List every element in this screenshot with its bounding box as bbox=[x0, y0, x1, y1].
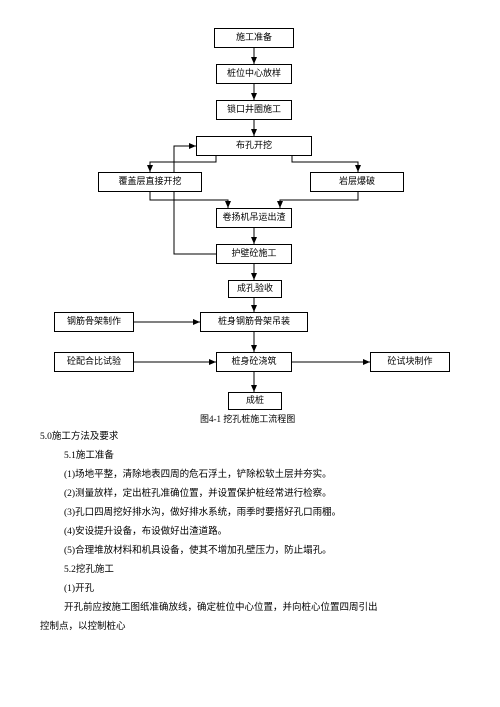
section-heading: 5.0施工方法及要求 bbox=[40, 428, 460, 447]
paragraph: 开孔前应按施工图纸准确放线，确定桩位中心位置，并向桩心位置四周引出 bbox=[64, 599, 460, 618]
paragraph: (5)合理堆放材料和机具设备，使其不增加孔壁压力，防止塌孔。 bbox=[64, 542, 460, 561]
flow-node-cagemake: 钢筋骨架制作 bbox=[54, 312, 134, 332]
flow-node-winch: 卷扬机吊运出渣 bbox=[216, 208, 292, 228]
flow-node-specimen: 砼试块制作 bbox=[370, 352, 450, 372]
paragraph: (3)孔口四周挖好排水沟，做好排水系统，雨季时要搭好孔口雨棚。 bbox=[64, 504, 460, 523]
flowchart-caption: 图4-1 挖孔桩施工流程图 bbox=[200, 412, 295, 425]
flow-node-mixtest: 砼配合比试验 bbox=[54, 352, 134, 372]
paragraph: (1)场地平整，清除地表四周的危石浮土，铲除松软土层并夯实。 bbox=[64, 466, 460, 485]
paragraph: 控制点，以控制桩心 bbox=[40, 618, 460, 637]
flow-node-wallcon: 护壁砼施工 bbox=[216, 244, 292, 264]
pile-construction-flowchart: 施工准备桩位中心放样锁口井圈施工布孔开挖覆盖层直接开挖 岩层爆破卷扬机吊运出渣护壁… bbox=[0, 0, 500, 430]
flow-node-excav: 布孔开挖 bbox=[196, 136, 312, 156]
paragraph: (2)测量放样，定出桩孔准确位置，并设置保护桩经常进行检察。 bbox=[64, 485, 460, 504]
flow-edge-overcut-winch bbox=[150, 192, 228, 208]
flow-node-holeacc: 成孔验收 bbox=[228, 280, 282, 298]
paragraph: (4)安设提升设备，布设做好出渣道路。 bbox=[64, 523, 460, 542]
flow-node-cagehoist: 桩身钢筋骨架吊装 bbox=[200, 312, 308, 332]
subsection-heading: 5.1施工准备 bbox=[64, 447, 460, 466]
subsection-heading: 5.2挖孔施工 bbox=[64, 561, 460, 580]
flow-edge-excav-rockblast bbox=[292, 156, 358, 172]
flow-node-rockblast: 岩层爆破 bbox=[310, 172, 404, 192]
flow-node-pilepour: 桩身砼浇筑 bbox=[216, 352, 292, 372]
flow-node-pilepos: 桩位中心放样 bbox=[216, 64, 292, 84]
flow-node-overcut: 覆盖层直接开挖 bbox=[98, 172, 202, 192]
paragraph: (1)开孔 bbox=[64, 580, 460, 599]
document-text: 5.0施工方法及要求 5.1施工准备 (1)场地平整，清除地表四周的危石浮土，铲… bbox=[40, 428, 460, 637]
flow-edge-rockblast-winch bbox=[280, 192, 358, 208]
flow-node-finish: 成桩 bbox=[228, 392, 282, 410]
flow-node-prep: 施工准备 bbox=[214, 28, 294, 48]
flow-edge-excav-overcut bbox=[150, 156, 216, 172]
flow-node-lockcons: 锁口井圈施工 bbox=[216, 100, 292, 120]
